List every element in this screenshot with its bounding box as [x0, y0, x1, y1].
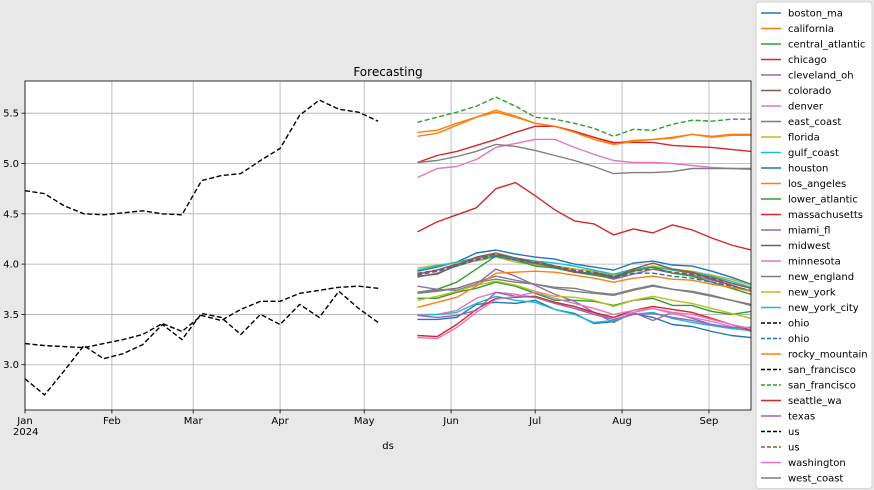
series-line-denver: [417, 138, 751, 179]
series-line-washington: [417, 291, 751, 340]
plot-area: [25, 81, 751, 410]
x-tick-label: Aug: [612, 416, 632, 427]
series-line-chicago: [417, 125, 751, 164]
legend-label: ohio: [788, 319, 809, 330]
x-axis-label: ds: [382, 441, 394, 452]
y-axis: 3.0 3.5 4.0 4.5 5.0 5.5: [3, 109, 25, 371]
series-line-los_angeles: [417, 109, 751, 146]
legend-label: houston: [788, 164, 828, 175]
legend-label: denver: [788, 102, 824, 113]
x-tick-label: May: [354, 416, 375, 427]
legend-label: lower_atlantic: [788, 195, 858, 206]
legend-label: new_york: [788, 288, 836, 299]
series-line-massachusetts: [417, 181, 751, 251]
x-tick-label: Mar: [184, 416, 204, 427]
series-line-san_francisco: [25, 285, 379, 349]
x-tick-label: Feb: [103, 416, 121, 427]
legend-label: san_francisco: [788, 365, 856, 376]
series-line-us: [417, 253, 751, 289]
series-line-texas: [417, 291, 751, 329]
legend-label: east_coast: [788, 117, 841, 128]
legend-label: california: [788, 24, 834, 35]
series-line-east_coast: [417, 143, 751, 175]
x-tick-label: Jun: [442, 416, 459, 427]
legend-label: los_angeles: [788, 179, 846, 190]
legend-label: gulf_coast: [788, 148, 839, 159]
legend-label: west_coast: [788, 474, 843, 485]
legend: boston_ma california central_atlanticchica…: [755, 1, 873, 489]
series-line-san_francisco: [417, 96, 751, 138]
x-tick-label: Apr: [271, 416, 289, 427]
legend-label: central_atlantic: [788, 40, 865, 51]
legend-label: us: [788, 427, 800, 438]
plot-frame: [24, 80, 752, 411]
chart-title: Forecasting: [353, 65, 422, 79]
grid-lines: [24, 81, 751, 410]
x-tick-label: Jan: [16, 416, 32, 427]
series-line-minnesota: [417, 291, 751, 333]
legend-label: midwest: [788, 241, 830, 252]
series-line-west_coast: [417, 278, 751, 306]
legend-label: minnesota: [788, 257, 841, 268]
legend-label: seattle_wa: [788, 396, 842, 407]
legend-label: new_england: [788, 272, 854, 283]
series-line-miami_fl: [417, 268, 751, 330]
series-line-lower_atlantic: [417, 255, 751, 295]
y-tick-label: 4.0: [3, 260, 19, 271]
legend-label: boston_ma: [788, 9, 843, 20]
legend-label: new_york_city: [788, 303, 859, 314]
legend-label: us: [788, 443, 800, 454]
legend-label: colorado: [788, 86, 831, 97]
legend-label: miami_fl: [788, 226, 830, 237]
series-line-us: [25, 290, 379, 396]
legend-label: texas: [788, 412, 815, 423]
series-line-new_york_city: [417, 295, 751, 332]
y-tick-label: 3.5: [3, 310, 19, 321]
legend-label: ohio: [788, 334, 809, 345]
legend-label: florida: [788, 133, 820, 144]
legend-label: rocky_mountain: [788, 350, 868, 361]
y-tick-label: 3.0: [3, 360, 19, 371]
y-tick-label: 5.0: [3, 159, 19, 170]
legend-label: washington: [788, 458, 846, 469]
x-tick-label: Jul: [528, 416, 541, 427]
series-line-central_atlantic: [417, 281, 751, 316]
series-lines: [25, 96, 751, 396]
y-tick-label: 4.5: [3, 209, 19, 220]
series-line-boston_ma: [417, 249, 751, 285]
x-tick-sublabel: 2024: [13, 427, 38, 438]
legend-label: massachusetts: [788, 210, 863, 221]
legend-label: san_francisco: [788, 381, 856, 392]
series-line-ohio: [417, 255, 751, 291]
series-line-midwest: [417, 252, 751, 292]
legend-label: chicago: [788, 55, 827, 66]
x-tick-label: Sep: [700, 416, 719, 427]
y-tick-label: 5.5: [3, 109, 19, 120]
legend-label: cleveland_oh: [788, 71, 854, 82]
series-line-rocky_mountain: [417, 270, 751, 309]
series-line-new_york: [417, 280, 751, 320]
legend-box: [755, 1, 873, 489]
series-line-ohio: [25, 99, 379, 216]
